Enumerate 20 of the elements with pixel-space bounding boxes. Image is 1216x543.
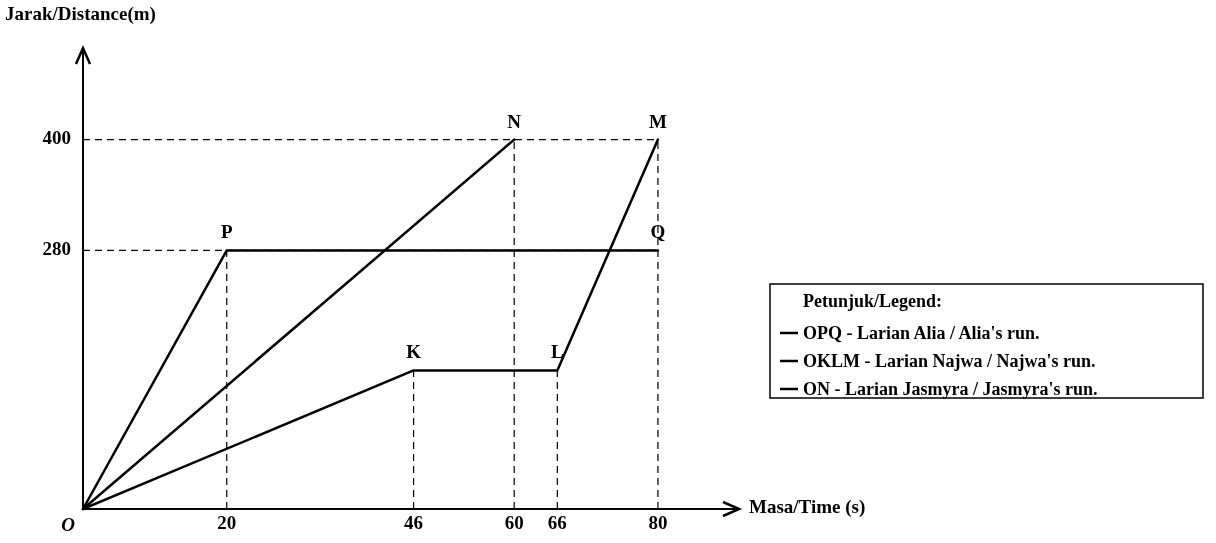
legend-label: OKLM - Larian Najwa / Najwa's run. — [803, 351, 1096, 371]
legend-label: ON - Larian Jasmyra / Jasmyra's run. — [803, 379, 1098, 399]
x-tick-label: 60 — [504, 512, 524, 533]
annotation: P — [220, 221, 233, 243]
annotation: L — [550, 341, 564, 363]
legend-title: Petunjuk/Legend: — [803, 291, 943, 311]
y-tick-label: 400 — [42, 126, 71, 148]
x-tick-label: 80 — [648, 512, 668, 533]
x-axis-title: Masa/Time (s) — [749, 496, 866, 519]
y-tick-label: 280 — [42, 237, 71, 259]
x-tick-label: 20 — [217, 512, 237, 533]
y-axis-title: Jarak/Distance(m) — [5, 3, 156, 25]
x-tick-label: 46 — [404, 512, 424, 533]
x-tick-label: 66 — [547, 512, 567, 533]
legend-label: OPQ - Larian Alia / Alia's run. — [803, 323, 1040, 343]
annotation: O — [61, 514, 76, 535]
annotation: Q — [650, 221, 666, 243]
annotation: N — [507, 110, 522, 132]
annotation: K — [406, 341, 422, 363]
annotation: M — [648, 110, 667, 132]
